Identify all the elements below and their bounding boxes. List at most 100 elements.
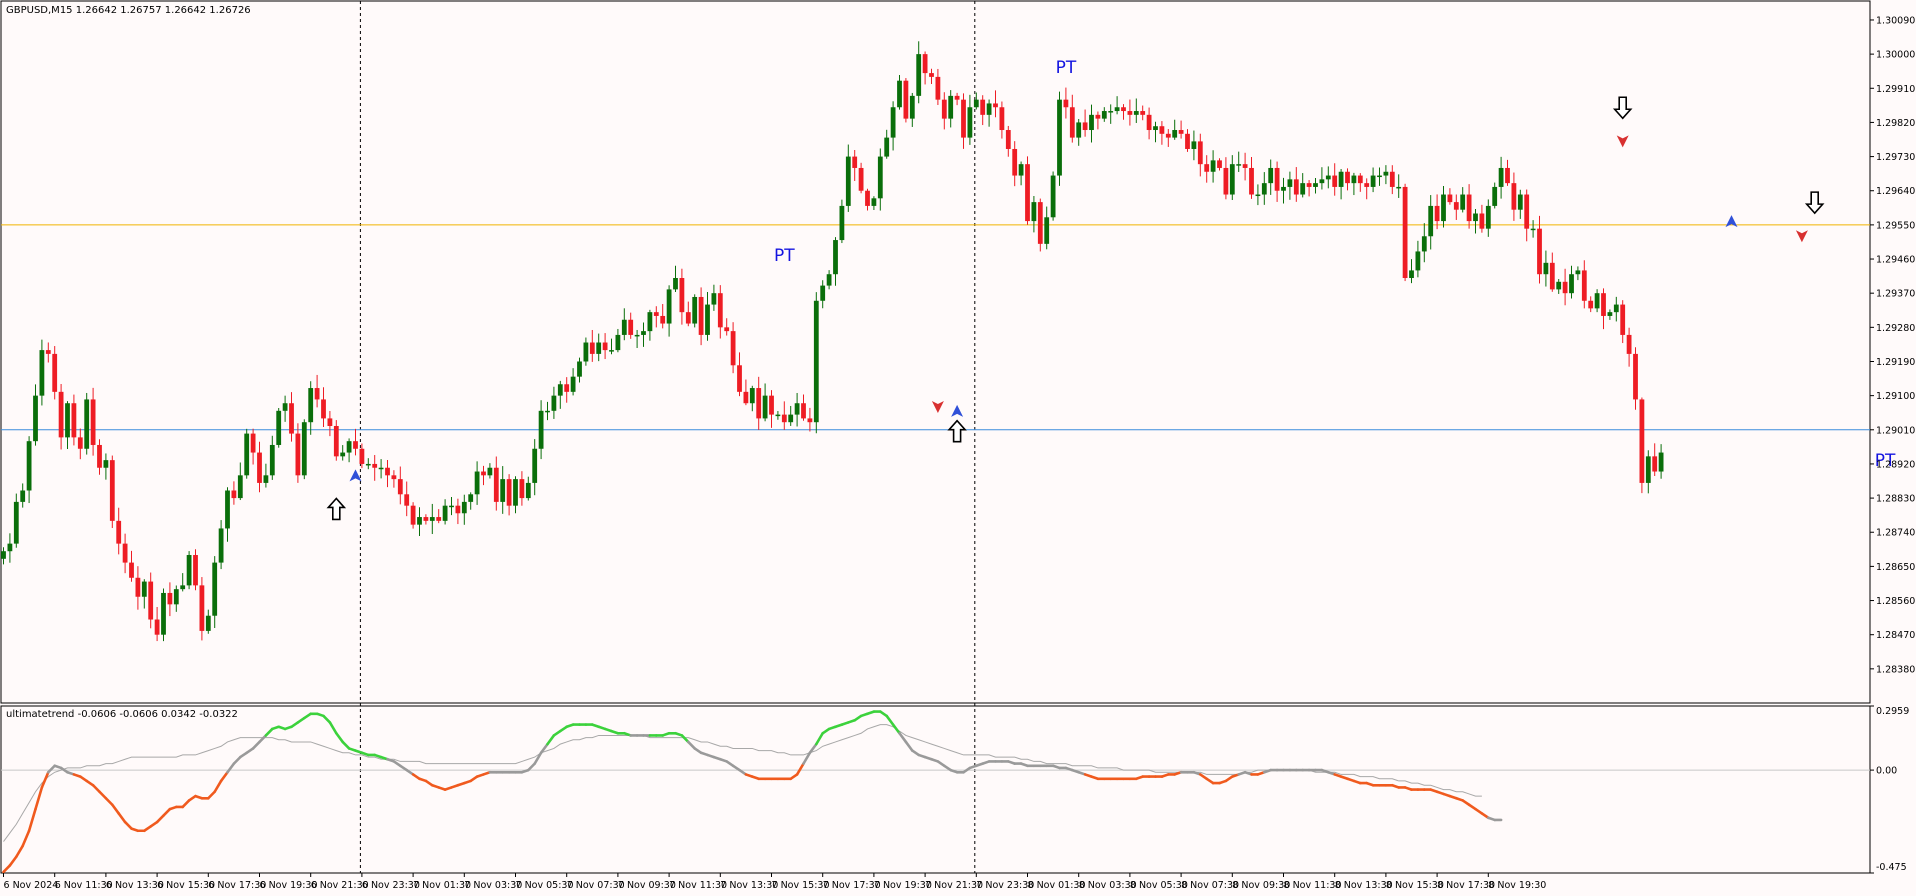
- sell-signal-icon: [1795, 230, 1808, 243]
- candle-body: [161, 592, 166, 635]
- indicator-main-segment: [264, 727, 274, 737]
- candle-body: [1249, 167, 1254, 195]
- candle: [1639, 397, 1645, 494]
- candle: [1466, 184, 1472, 229]
- candle: [1101, 107, 1107, 122]
- candle: [506, 474, 512, 516]
- candle: [333, 420, 339, 461]
- candle: [1223, 157, 1229, 200]
- candle: [1345, 168, 1350, 191]
- candle: [1300, 173, 1306, 198]
- candle: [1057, 91, 1062, 186]
- candle: [378, 459, 384, 479]
- candle: [679, 268, 685, 325]
- candle: [468, 492, 474, 510]
- price-tick-label: 1.29820: [1876, 118, 1915, 129]
- buy-signal-icon: [951, 404, 964, 417]
- candle-body: [468, 494, 474, 502]
- candle: [404, 481, 410, 517]
- candle: [257, 441, 262, 493]
- candle-body: [1095, 114, 1101, 119]
- candle: [116, 507, 122, 555]
- candle-body: [1101, 111, 1107, 119]
- candle: [807, 407, 813, 432]
- indicator-main-segment: [104, 796, 114, 807]
- candle: [890, 101, 896, 151]
- candle-body: [929, 73, 934, 77]
- candle: [647, 309, 653, 341]
- candle: [916, 41, 922, 104]
- candle-body: [1575, 270, 1581, 275]
- candle-body: [301, 422, 307, 476]
- candle: [1492, 182, 1498, 209]
- time-tick-label: 8 Nov 17:30: [1437, 880, 1495, 891]
- indicator-main-segment: [8, 855, 18, 867]
- candle-body: [1037, 202, 1043, 244]
- candle-body: [532, 448, 538, 483]
- candle-body: [1652, 456, 1658, 472]
- candle-body: [1626, 334, 1632, 354]
- candle: [525, 476, 531, 501]
- candle: [26, 436, 32, 504]
- candle: [545, 401, 550, 421]
- candle-body: [327, 418, 333, 426]
- candle-body: [877, 156, 883, 199]
- candle-body: [52, 353, 58, 392]
- candle: [628, 312, 634, 339]
- candle: [1050, 171, 1056, 221]
- indicator-tick-label: -0.475: [1876, 862, 1907, 873]
- indicator-main-segment: [2, 864, 12, 874]
- time-tick-label: 7 Nov 05:30: [516, 880, 574, 891]
- candle-body: [1018, 164, 1024, 176]
- candle: [481, 465, 486, 486]
- candle: [397, 466, 403, 505]
- indicator-tick-label: 0.00: [1876, 766, 1897, 777]
- candle: [1658, 444, 1664, 479]
- candle: [1377, 167, 1382, 186]
- candle: [308, 381, 314, 435]
- candle-body: [97, 444, 102, 468]
- candle: [45, 342, 51, 363]
- candle: [1140, 105, 1146, 121]
- candle: [282, 395, 288, 422]
- candle-body: [647, 312, 653, 332]
- candle-body: [1434, 205, 1440, 222]
- candle: [1229, 155, 1235, 200]
- candle-body: [1524, 194, 1530, 229]
- candle-body: [1178, 130, 1184, 134]
- candle-body: [993, 103, 998, 108]
- price-tick-label: 1.30000: [1876, 50, 1915, 61]
- candle-body: [1050, 175, 1056, 218]
- candle: [231, 481, 237, 505]
- buy-signal-shape: [349, 469, 362, 482]
- candle-body: [1658, 452, 1664, 472]
- candle: [493, 456, 499, 511]
- candle-body: [890, 107, 896, 138]
- candle-body: [1306, 183, 1312, 187]
- price-axis[interactable]: 1.30090 1.30000 1.29910 1.29820 1.29730 1.296…: [1870, 15, 1915, 675]
- candle: [954, 92, 960, 106]
- candle-body: [551, 395, 557, 411]
- candle: [609, 338, 614, 355]
- candle: [1287, 171, 1293, 200]
- candle-body: [1607, 312, 1613, 316]
- candle: [570, 368, 576, 396]
- candle-body: [481, 471, 486, 476]
- candle: [1601, 288, 1606, 330]
- candle-body: [980, 99, 986, 115]
- candle-body: [653, 312, 659, 316]
- indicator-main-segment: [686, 740, 697, 750]
- candle: [1005, 125, 1011, 157]
- down-arrow-icon: [1612, 96, 1633, 120]
- indicator-main-segment: [219, 770, 229, 783]
- candle-body: [1601, 293, 1606, 316]
- indicator-main-segment: [123, 820, 133, 830]
- indicator-layer: [1, 710, 1870, 874]
- candle: [833, 237, 838, 286]
- time-tick-label: 6 Nov 13:30: [106, 880, 164, 891]
- time-tick-label: 8 Nov 09:30: [1232, 880, 1290, 891]
- candle: [737, 352, 742, 397]
- candle: [1479, 204, 1485, 233]
- candle: [724, 318, 730, 336]
